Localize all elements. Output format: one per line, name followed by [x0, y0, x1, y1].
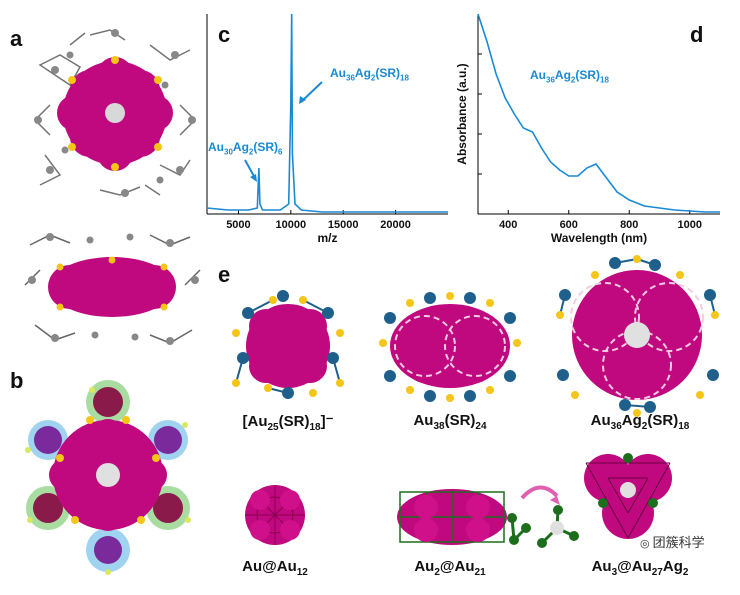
panel-label-d: d [690, 22, 704, 47]
au25-structure [232, 290, 344, 399]
caption-kernel-au23: Au2@Au21 [414, 558, 486, 578]
cluster-render-side [24, 233, 201, 345]
uv-xlabel: Wavelength (nm) [551, 231, 647, 245]
ms-xlabel: m/z [317, 231, 337, 245]
uv-ylabel: Absorbance (a.u.) [455, 63, 469, 164]
wechat-icon: ◎ [640, 538, 653, 550]
au36ag2-structure [556, 255, 719, 417]
au13-kernel [245, 485, 305, 545]
arrow-and-ag-fragment [507, 485, 579, 548]
uv-xtick-label: 800 [620, 219, 638, 231]
annotation-au36ag2-d: Au36Ag2(SR)18 [530, 68, 609, 85]
caption-au36ag2: Au36Ag2(SR)18 [590, 412, 690, 432]
au38-structure [379, 292, 521, 402]
uv-xtick-label: 400 [499, 219, 517, 231]
uv-series-line [477, 13, 720, 213]
annotation-au36ag2-c: Au36Ag2(SR)18 [330, 66, 409, 83]
annotation-arrowhead-au36 [299, 96, 306, 104]
watermark: ◎ 团簇科学 [640, 535, 705, 550]
annotation-arrowhead-au30 [250, 174, 257, 182]
annotation-arrow-au30 [244, 159, 256, 179]
cluster-render-top [33, 29, 197, 197]
panel-label-b: b [10, 368, 24, 393]
panel-label-a: a [10, 26, 23, 51]
caption-kernel-au32ag2: Au3@Au27Ag2 [591, 558, 689, 578]
uv-xtick-label: 1000 [678, 219, 702, 231]
caption-au38: Au38(SR)24 [413, 412, 487, 432]
caption-au25: [Au25(SR)18]⁻ [242, 413, 334, 433]
cluster-schematic-b [25, 380, 191, 575]
au23-kernel [397, 489, 507, 545]
ms-series-line [206, 13, 448, 213]
uv-xtick-label: 600 [560, 219, 578, 231]
au32ag2-kernel [584, 453, 672, 539]
ms-xtick-label: 10000 [276, 219, 307, 231]
ms-xtick-label: 5000 [226, 219, 250, 231]
ms-xtick-label: 20000 [380, 219, 411, 231]
annotation-au30ag2-c: Au30Ag2(SR)6 [208, 140, 283, 157]
ms-xtick-label: 15000 [328, 219, 359, 231]
annotation-arrow-au36 [300, 81, 323, 103]
panel-label-c: c [218, 22, 231, 47]
panel-label-e: e [218, 262, 231, 287]
caption-kernel-au13: Au@Au12 [242, 558, 308, 578]
